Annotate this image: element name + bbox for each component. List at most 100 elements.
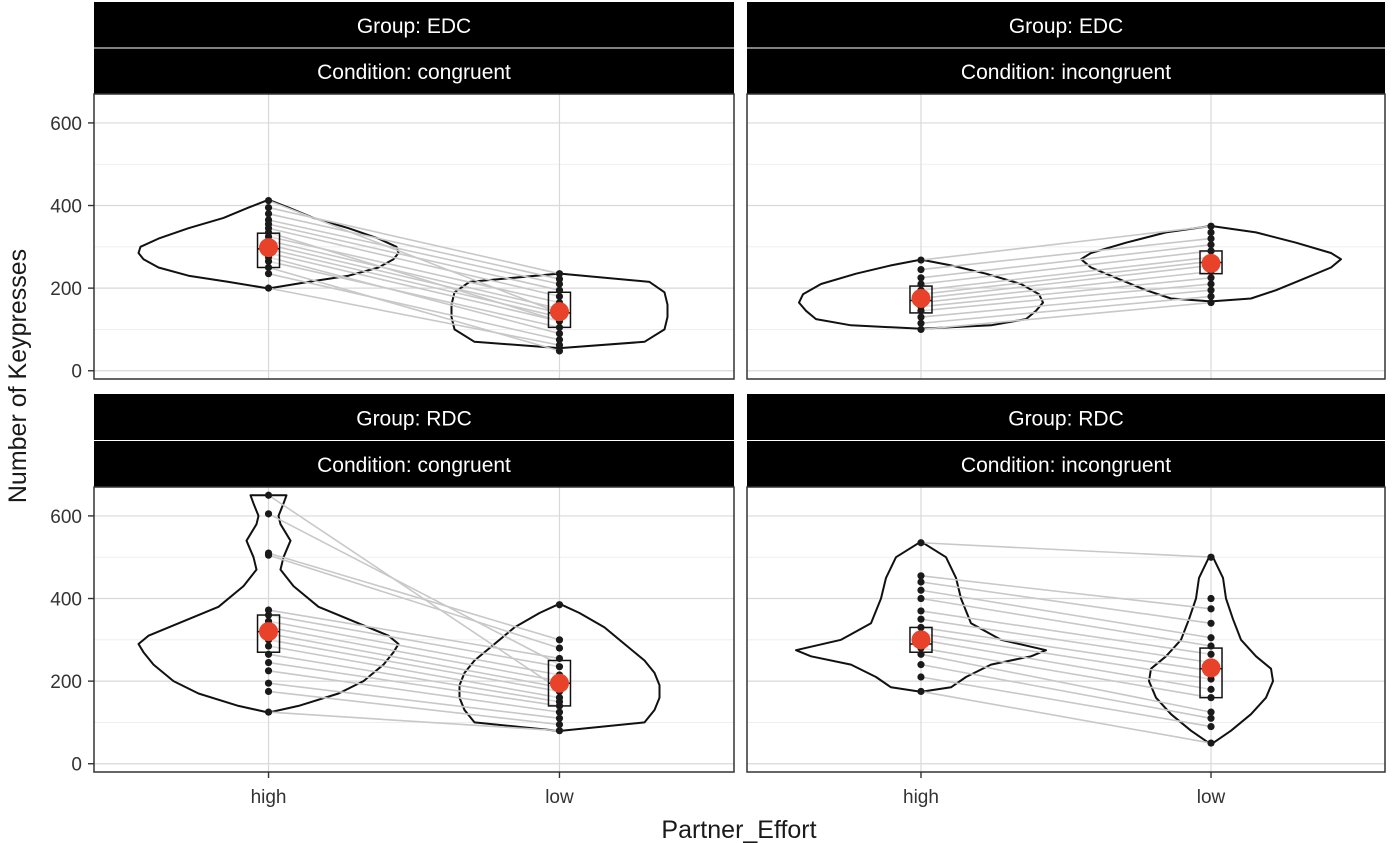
data-point-high xyxy=(264,667,273,675)
panel-border xyxy=(93,93,735,380)
data-point-low xyxy=(555,275,564,283)
paired-line xyxy=(268,620,560,676)
paired-line xyxy=(268,260,560,329)
paired-line xyxy=(920,289,1212,318)
data-point-high xyxy=(264,549,273,557)
paired-line xyxy=(268,199,560,314)
paired-line xyxy=(268,494,560,691)
paired-line xyxy=(920,270,1212,304)
data-point-high xyxy=(917,325,925,334)
y-tick-label: 600 xyxy=(50,114,82,135)
data-point-low xyxy=(555,720,564,729)
paired-line xyxy=(268,661,560,707)
data-point-high xyxy=(264,203,273,212)
data-point-high xyxy=(264,642,273,650)
data-point-low xyxy=(1207,722,1215,731)
data-point-high xyxy=(917,607,925,615)
paired-line xyxy=(268,639,560,693)
paired-line xyxy=(268,711,560,732)
panel-background xyxy=(94,487,734,772)
paired-line xyxy=(920,647,1212,699)
data-point-high xyxy=(917,623,925,632)
paired-line xyxy=(920,690,1212,744)
paired-line xyxy=(268,219,560,285)
data-point-low xyxy=(555,644,564,652)
data-point-high xyxy=(917,280,925,288)
paired-line xyxy=(268,690,560,726)
data-point-low xyxy=(1207,553,1215,561)
facet-panel-3: Group: RDC Condition: congruent 0 200 400 600… xyxy=(50,394,735,808)
paired-line xyxy=(268,231,560,322)
paired-line xyxy=(268,645,560,699)
data-point-low xyxy=(1207,280,1215,288)
data-point-low xyxy=(555,341,564,349)
mean-point-high xyxy=(911,288,931,308)
data-point-low xyxy=(555,636,564,644)
data-point-high xyxy=(264,679,273,687)
panel-background xyxy=(747,94,1385,379)
paired-line xyxy=(920,237,1212,271)
data-point-low xyxy=(555,708,564,716)
paired-line xyxy=(268,670,560,713)
data-point-low xyxy=(555,329,564,338)
y-tick-label: 0 xyxy=(71,755,82,776)
data-point-low xyxy=(555,292,564,300)
paired-line xyxy=(268,614,560,668)
paired-line xyxy=(920,653,1212,713)
paired-line xyxy=(268,653,560,703)
data-point-high xyxy=(264,650,273,658)
data-point-high xyxy=(917,650,925,658)
paired-line xyxy=(268,256,560,335)
paired-line xyxy=(268,682,560,720)
paired-line xyxy=(268,243,560,314)
data-point-high xyxy=(264,216,273,224)
data-point-high xyxy=(264,687,273,696)
paired-line xyxy=(920,541,1212,559)
paired-line xyxy=(268,213,560,280)
paired-line xyxy=(920,610,1212,656)
mean-point-low xyxy=(1201,253,1221,273)
data-point-high xyxy=(917,319,925,327)
y-tick-label: 400 xyxy=(50,197,82,218)
paired-line xyxy=(920,295,1212,325)
data-point-high xyxy=(917,586,925,594)
data-point-low xyxy=(1207,247,1215,255)
paired-line xyxy=(268,287,560,346)
data-point-high xyxy=(264,210,273,218)
paired-line xyxy=(268,227,560,298)
data-point-high xyxy=(917,313,925,321)
data-point-low xyxy=(1207,739,1215,747)
paired-line xyxy=(920,225,1212,261)
x-tick-label: low xyxy=(1197,787,1226,808)
facet-panel-4: Group: RDC Condition: incongruent high low xyxy=(746,394,1386,808)
y-tick-label: 200 xyxy=(50,279,82,300)
y-tick-label: 600 xyxy=(50,507,82,528)
data-point-high xyxy=(917,661,925,669)
mean-point-high xyxy=(259,238,279,258)
data-point-low xyxy=(555,601,564,609)
data-point-low xyxy=(1207,650,1215,658)
paired-line xyxy=(268,252,560,322)
data-point-low xyxy=(555,347,564,355)
strip-group-label: Group: EDC xyxy=(357,15,471,38)
data-point-low xyxy=(555,694,564,702)
strip-condition-label: Condition: congruent xyxy=(317,61,511,84)
paired-line xyxy=(920,301,1212,331)
y-tick-label: 200 xyxy=(50,672,82,693)
paired-line xyxy=(920,589,1212,639)
paired-line xyxy=(920,639,1212,691)
x-tick-label: low xyxy=(545,787,574,808)
paired-line xyxy=(268,239,560,310)
paired-line xyxy=(268,626,560,682)
data-point-low xyxy=(1207,292,1215,300)
data-point-high xyxy=(264,611,273,619)
data-point-low xyxy=(555,654,564,663)
data-point-low xyxy=(555,727,564,735)
data-point-low xyxy=(1207,298,1215,307)
data-point-low xyxy=(1207,594,1215,603)
mean-point-high xyxy=(259,622,279,642)
paired-line xyxy=(920,283,1212,312)
data-point-high xyxy=(264,708,273,716)
paired-line xyxy=(920,260,1212,296)
